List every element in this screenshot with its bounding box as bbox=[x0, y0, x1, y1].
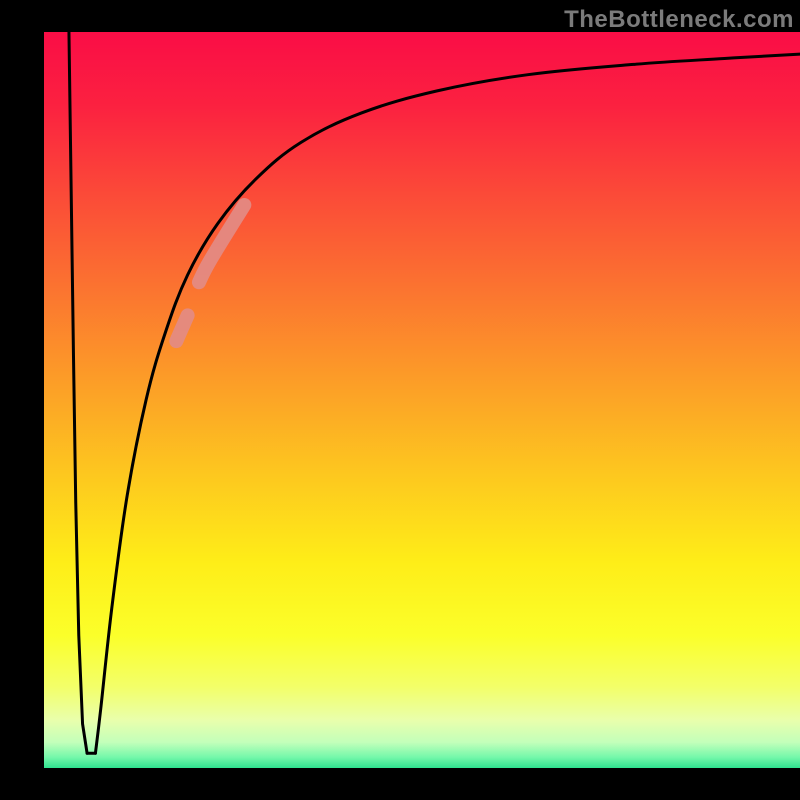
curve-left-branch bbox=[69, 32, 87, 753]
plot-area bbox=[44, 32, 800, 768]
curve-right-branch bbox=[95, 54, 800, 753]
figure-root: TheBottleneck.com bbox=[0, 0, 800, 800]
curve-layer bbox=[44, 32, 800, 768]
watermark-text: TheBottleneck.com bbox=[564, 6, 794, 34]
highlight-segment-lower bbox=[176, 315, 187, 341]
